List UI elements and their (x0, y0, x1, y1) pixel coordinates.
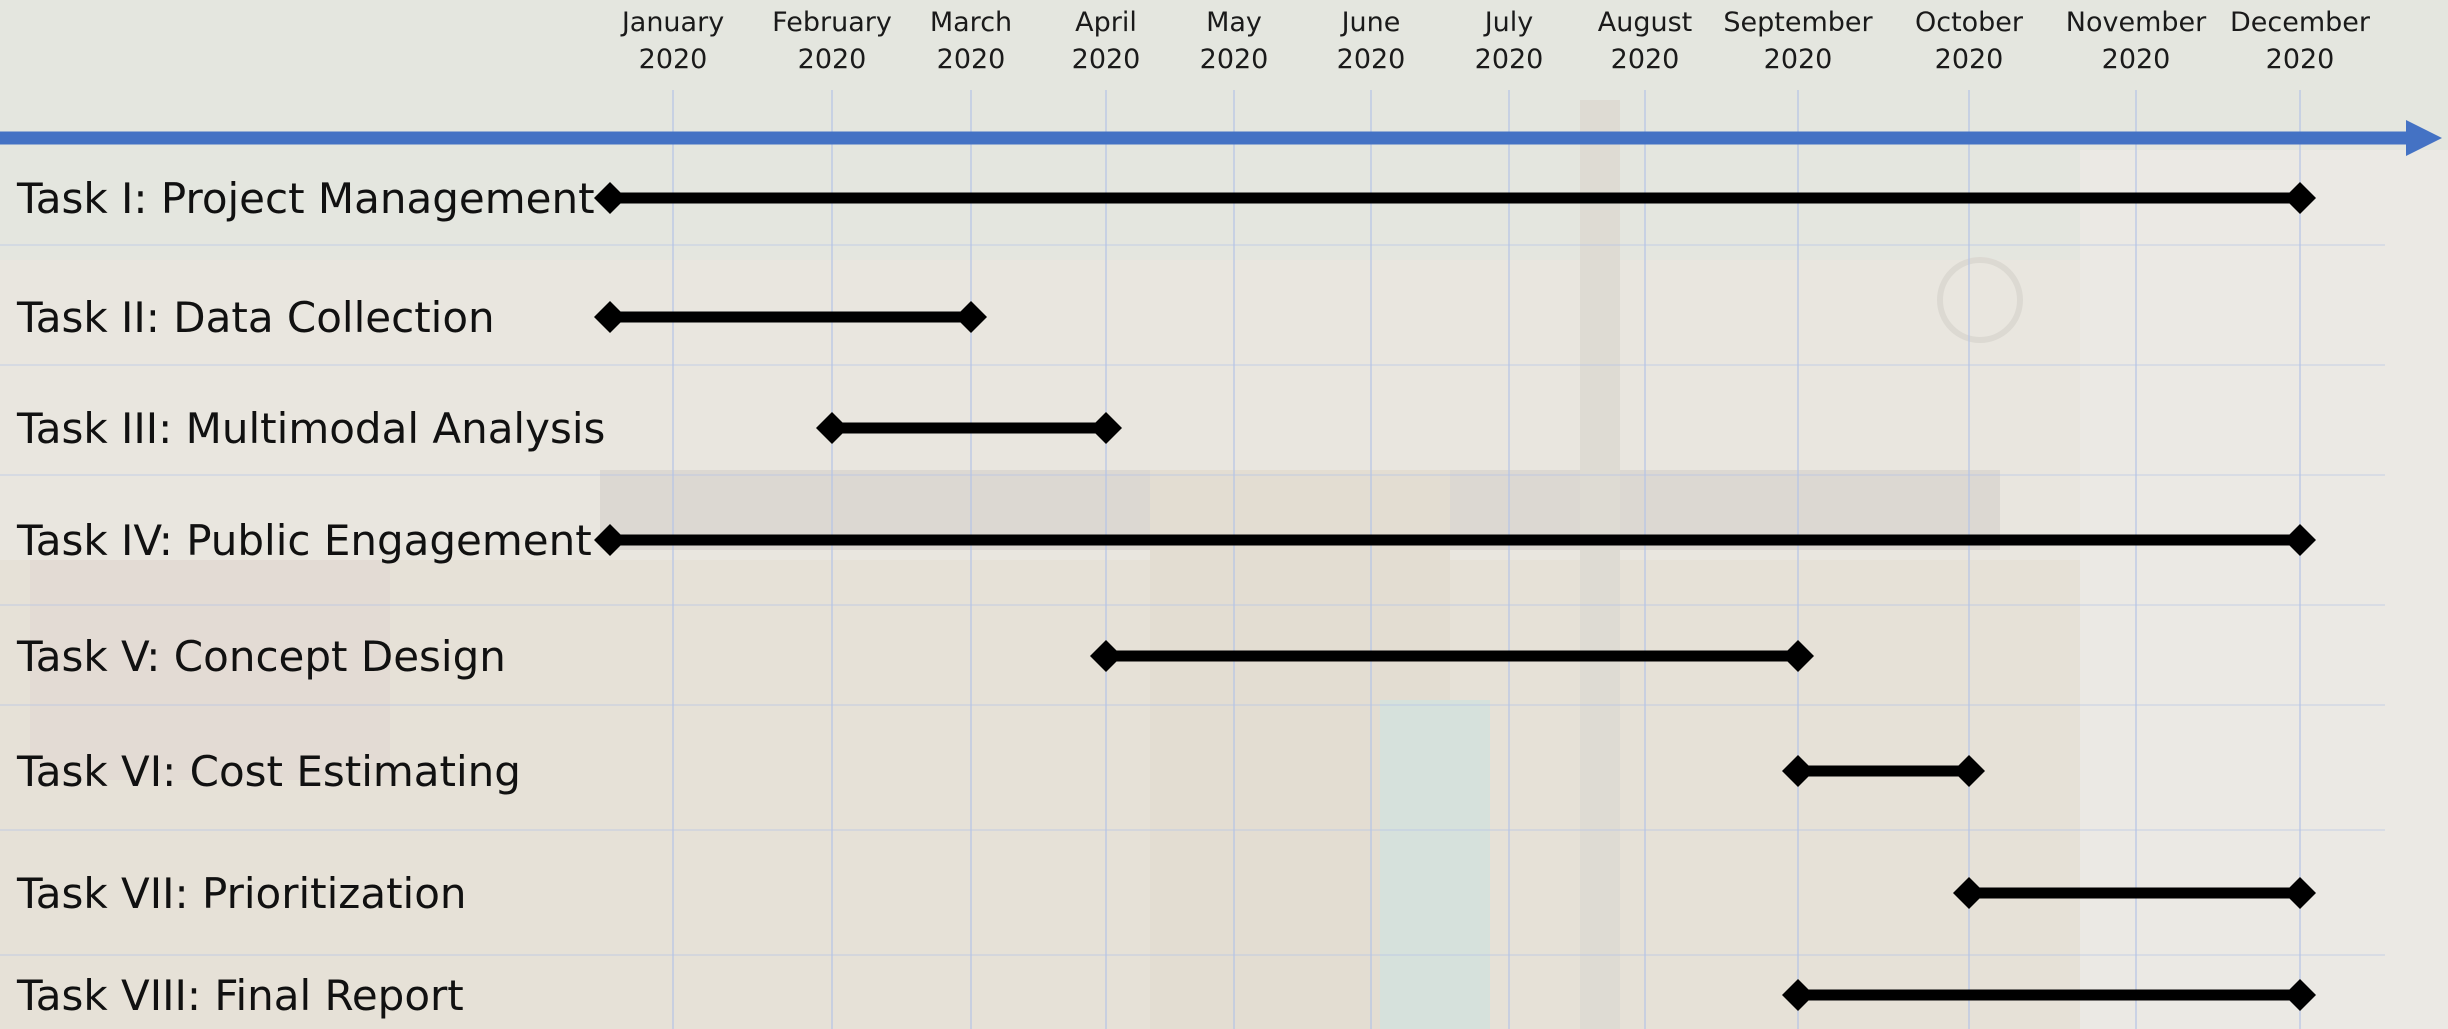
task-label: Task I: Project Management (16, 174, 595, 223)
arrowhead-icon (2406, 120, 2442, 156)
month-label: October (1915, 7, 2024, 38)
month-axis-labels: January 2020 February 2020 March 2020 April 202… (620, 7, 2371, 75)
month-label: September (1723, 7, 1873, 38)
task-start-diamond (1953, 877, 1985, 909)
month-year-label: 2020 (639, 44, 708, 75)
task-start-diamond (594, 524, 626, 556)
task-end-diamond (1953, 755, 1985, 787)
task-start-diamond (594, 301, 626, 333)
month-year-label: 2020 (1764, 44, 1833, 75)
task-end-diamond (1090, 412, 1122, 444)
task-labels: Task I: Project Management Task II: Data … (16, 174, 605, 1020)
task-label: Task II: Data Collection (16, 293, 495, 342)
task-label: Task IV: Public Engagement (16, 516, 592, 565)
task-start-diamond (1782, 755, 1814, 787)
task-end-diamond (955, 301, 987, 333)
month-label: November (2066, 7, 2207, 38)
task-start-diamond (594, 182, 626, 214)
task-start-diamond (816, 412, 848, 444)
task-label: Task V: Concept Design (16, 632, 506, 681)
month-year-label: 2020 (1072, 44, 1141, 75)
task-bars (594, 182, 2316, 1011)
month-year-label: 2020 (1200, 44, 1269, 75)
month-gridlines (672, 90, 2301, 1029)
task-label: Task III: Multimodal Analysis (16, 404, 605, 453)
task-label: Task VII: Prioritization (16, 869, 467, 918)
task-end-diamond (2284, 979, 2316, 1011)
month-year-label: 2020 (1611, 44, 1680, 75)
timeline-arrow (0, 120, 2442, 156)
task-start-diamond (1090, 640, 1122, 672)
task-label: Task VI: Cost Estimating (16, 747, 521, 796)
month-year-label: 2020 (1475, 44, 1544, 75)
month-year-label: 2020 (1935, 44, 2004, 75)
month-label: February (772, 7, 892, 38)
task-end-diamond (1782, 640, 1814, 672)
month-label: June (1340, 7, 1401, 38)
month-year-label: 2020 (937, 44, 1006, 75)
month-label: July (1483, 7, 1534, 38)
month-label: August (1598, 7, 1693, 38)
task-end-diamond (2284, 877, 2316, 909)
task-end-diamond (2284, 524, 2316, 556)
month-year-label: 2020 (2102, 44, 2171, 75)
month-label: April (1075, 7, 1137, 38)
month-year-label: 2020 (798, 44, 867, 75)
row-gridlines (0, 244, 2385, 956)
month-year-label: 2020 (2266, 44, 2335, 75)
month-year-label: 2020 (1337, 44, 1406, 75)
month-label: December (2230, 7, 2371, 38)
month-label: May (1206, 7, 1262, 38)
task-start-diamond (1782, 979, 1814, 1011)
month-label: March (930, 7, 1012, 38)
task-end-diamond (2284, 182, 2316, 214)
month-label: January (620, 7, 724, 38)
task-label: Task VIII: Final Report (16, 971, 464, 1020)
